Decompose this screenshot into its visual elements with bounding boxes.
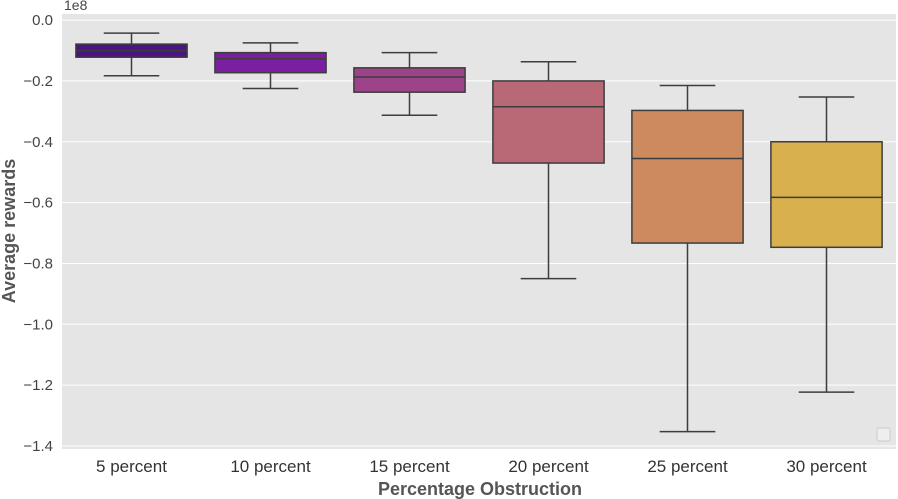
y-tick-label: −1.4 [23, 438, 53, 455]
legend-box [876, 427, 891, 442]
iqr-box [492, 80, 605, 164]
box-4 [492, 61, 605, 280]
boxes [75, 32, 883, 433]
box-2 [214, 42, 327, 90]
y-axis-ticks: 0.0 −0.2 −0.4 −0.6 −0.8 −1.0 −1.2 −1.4 [23, 12, 53, 455]
box-3 [353, 51, 466, 117]
y-tick-label: −1.0 [23, 316, 53, 333]
y-tick-label: −1.2 [23, 377, 53, 394]
y-axis-title: Average rewards [0, 159, 19, 303]
x-tick-label: 15 percent [369, 457, 450, 476]
y-tick-label: −0.6 [23, 195, 53, 212]
y-tick-label: −0.2 [23, 73, 53, 90]
x-axis-title: Percentage Obstruction [378, 479, 582, 499]
box-6 [770, 96, 883, 393]
iqr-box [353, 67, 466, 93]
x-tick-label: 25 percent [647, 457, 728, 476]
iqr-box [214, 51, 327, 74]
iqr-box [631, 109, 744, 244]
x-tick-label: 30 percent [786, 457, 867, 476]
x-tick-label: 20 percent [508, 457, 589, 476]
x-tick-label: 5 percent [96, 457, 167, 476]
iqr-box [770, 141, 883, 249]
plot-area [62, 14, 896, 449]
y-tick-label: 0.0 [32, 12, 53, 29]
y-offset-label: 1e8 [64, 0, 88, 13]
y-tick-label: −0.8 [23, 255, 53, 272]
x-tick-label: 10 percent [230, 457, 311, 476]
box-1 [75, 32, 188, 77]
gridlines [62, 19, 896, 447]
box-5 [631, 84, 744, 433]
y-tick-label: −0.4 [23, 134, 53, 151]
x-axis-ticks: 5 percent 10 percent 15 percent 20 percent 2… [96, 457, 867, 476]
